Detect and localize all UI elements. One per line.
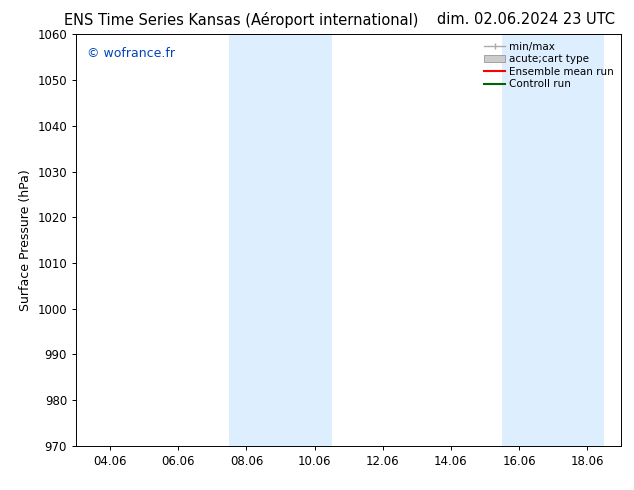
Bar bbox=[230, 34, 332, 446]
Legend: min/max, acute;cart type, Ensemble mean run, Controll run: min/max, acute;cart type, Ensemble mean … bbox=[482, 40, 616, 92]
Text: dim. 02.06.2024 23 UTC: dim. 02.06.2024 23 UTC bbox=[437, 12, 615, 27]
Text: © wofrance.fr: © wofrance.fr bbox=[87, 47, 175, 60]
Bar bbox=[502, 34, 604, 446]
Text: ENS Time Series Kansas (Aéroport international): ENS Time Series Kansas (Aéroport interna… bbox=[64, 12, 418, 28]
Y-axis label: Surface Pressure (hPa): Surface Pressure (hPa) bbox=[19, 169, 32, 311]
